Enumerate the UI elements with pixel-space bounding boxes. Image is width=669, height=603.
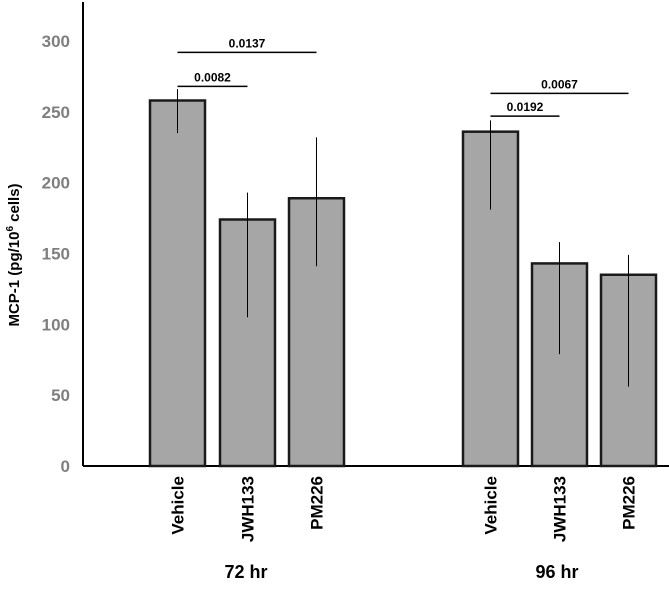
group-label: 72 hr: [224, 562, 267, 582]
y-axis-label-tail: cells): [6, 183, 23, 226]
y-axis-label: MCP-1 (pg/106 cells): [5, 183, 23, 326]
bar: [530, 262, 589, 468]
p-value-label: 0.0137: [229, 36, 266, 50]
category-label: PM226: [308, 476, 327, 530]
y-tick-label: 50: [51, 386, 70, 405]
bar: [148, 99, 207, 468]
category-label: Vehicle: [169, 476, 188, 535]
bar: [461, 130, 520, 468]
p-value-label: 0.0082: [194, 70, 231, 84]
p-value-label: 0.0067: [541, 77, 578, 91]
y-tick-label: 250: [42, 103, 70, 122]
y-tick-label: 300: [42, 32, 70, 51]
p-value-label: 0.0192: [507, 100, 544, 114]
group-label: 96 hr: [535, 562, 578, 582]
category-label: JWH133: [239, 476, 258, 542]
y-tick-label: 150: [42, 245, 70, 264]
y-tick-label: 200: [42, 174, 70, 193]
y-tick-label: 100: [42, 315, 70, 334]
category-label: JWH133: [551, 476, 570, 542]
category-label: PM226: [620, 476, 639, 530]
y-tick-label: 0: [61, 457, 70, 476]
y-axis-label-superscript: 6: [5, 226, 16, 232]
y-axis-label-text: MCP-1 (pg/10: [6, 232, 23, 327]
category-label: Vehicle: [482, 476, 501, 535]
